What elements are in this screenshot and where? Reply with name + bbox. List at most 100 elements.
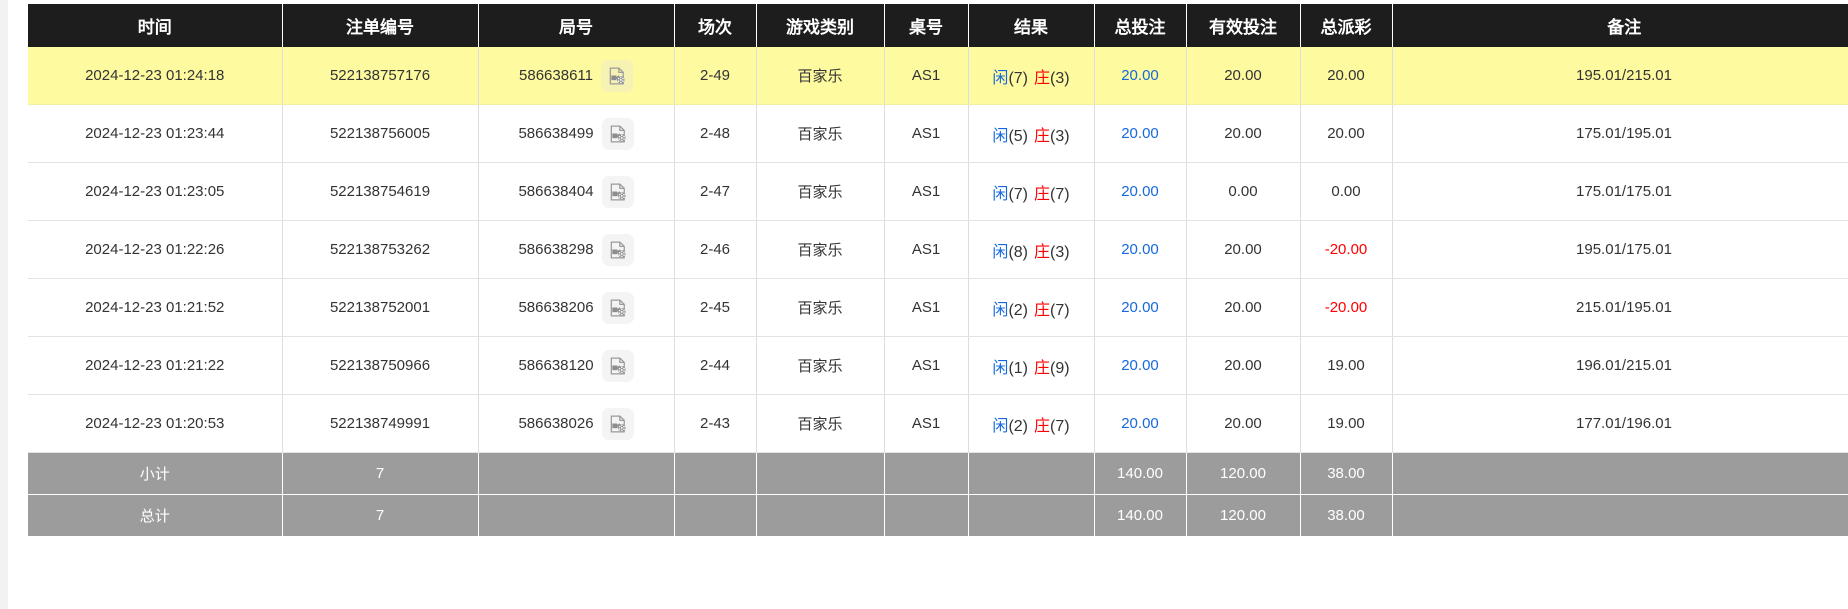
cell-time: 2024-12-23 01:24:18 [28,47,283,105]
cell-game-type: 百家乐 [756,394,885,453]
cell-table-no: AS1 [884,162,969,221]
cell-total-bet[interactable]: 20.00 [1094,162,1187,221]
column-header-time[interactable]: 时间 [28,4,283,47]
cell-session: 2-45 [674,278,757,337]
cell-valid-bet: 0.00 [1186,162,1301,221]
cell-total-payout: 19.00 [1300,394,1393,453]
table-row[interactable]: 2024-12-23 01:22:26 522138753262 586638298… [28,220,1848,279]
column-header-order-no[interactable]: 注单编号 [282,4,479,47]
footer-remark [1392,452,1848,495]
cell-total-bet[interactable]: 20.00 [1094,336,1187,395]
table-row[interactable]: 2024-12-23 01:24:18 522138757176 586638611… [28,47,1848,105]
cell-total-bet[interactable]: 20.00 [1094,47,1187,105]
cell-table-no: AS1 [884,104,969,163]
result-banker-points: (3) [1050,243,1070,261]
column-header-game-type[interactable]: 游戏类别 [756,4,885,47]
result-banker-points: (7) [1050,301,1070,319]
cell-game-type: 百家乐 [756,47,885,105]
cell-time: 2024-12-23 01:23:05 [28,162,283,221]
table-row[interactable]: 2024-12-23 01:23:44 522138756005 586638499… [28,104,1848,163]
round-no-text: 586638120 [518,357,594,374]
round-no-text: 586638026 [518,415,594,432]
column-header-valid-bet[interactable]: 有效投注 [1186,4,1301,47]
column-header-remark[interactable]: 备注 [1392,4,1848,47]
cell-total-bet[interactable]: 20.00 [1094,220,1187,279]
result-banker-points: (3) [1050,69,1070,87]
footer-round-no [478,452,675,495]
result-player-points: (2) [1008,417,1028,435]
result-banker-label: 庄 [1034,417,1051,435]
result-banker-label: 庄 [1034,185,1051,203]
column-header-total-bet[interactable]: 总投注 [1094,4,1187,47]
result-player-label: 闲 [992,69,1009,87]
cell-game-type: 百家乐 [756,336,885,395]
column-header-total-payout[interactable]: 总派彩 [1300,4,1393,47]
table-row[interactable]: 2024-12-23 01:21:52 522138752001 586638206… [28,278,1848,337]
cell-remark: 195.01/175.01 [1392,220,1848,279]
result-player-points: (5) [1008,127,1028,145]
video-replay-icon[interactable] [601,349,634,382]
footer-game-type [756,452,885,495]
cell-game-type: 百家乐 [756,220,885,279]
table-row[interactable]: 2024-12-23 01:21:22 522138750966 586638120… [28,336,1848,395]
footer-total-payout: 38.00 [1300,452,1393,495]
cell-time: 2024-12-23 01:20:53 [28,394,283,453]
result-player-label: 闲 [992,417,1009,435]
footer-total-bet: 140.00 [1094,494,1187,536]
table-row[interactable]: 2024-12-23 01:23:05 522138754619 586638404… [28,162,1848,221]
column-header-table-no[interactable]: 桌号 [884,4,969,47]
cell-session: 2-47 [674,162,757,221]
result-player-points: (2) [1008,301,1028,319]
footer-count: 7 [282,452,479,495]
bet-history-table-wrap: 时间 注单编号 局号 场次 游戏类别 桌号 结果 总投注 有效投注 总派彩 备注… [28,4,1848,536]
round-no-text: 586638611 [519,67,593,84]
video-replay-icon[interactable] [601,407,634,440]
column-header-round-no[interactable]: 局号 [478,4,675,47]
cell-round-no: 586638298 [478,220,675,279]
cell-result: 闲(7) 庄(7) [968,162,1095,221]
video-replay-icon[interactable] [601,117,634,150]
cell-total-payout: 20.00 [1300,104,1393,163]
result-banker-label: 庄 [1034,69,1051,87]
result-player-label: 闲 [992,301,1009,319]
cell-total-bet[interactable]: 20.00 [1094,394,1187,453]
footer-game-type [756,494,885,536]
cell-remark: 196.01/215.01 [1392,336,1848,395]
cell-valid-bet: 20.00 [1186,47,1301,105]
cell-total-bet[interactable]: 20.00 [1094,278,1187,337]
result-player-label: 闲 [992,359,1009,377]
cell-time: 2024-12-23 01:22:26 [28,220,283,279]
cell-game-type: 百家乐 [756,104,885,163]
column-header-result[interactable]: 结果 [968,4,1095,47]
cell-order-no: 522138753262 [282,220,479,279]
video-replay-icon[interactable] [601,175,634,208]
cell-total-payout: 20.00 [1300,47,1393,105]
footer-label: 总计 [28,494,283,536]
cell-time: 2024-12-23 01:23:44 [28,104,283,163]
cell-order-no: 522138754619 [282,162,479,221]
column-header-session[interactable]: 场次 [674,4,757,47]
result-player-label: 闲 [992,243,1009,261]
table-footer: 小计 7 140.00 120.00 38.00 总计 7 140.00 120.00 38.00 [28,452,1848,536]
cell-round-no: 586638120 [478,336,675,395]
cell-table-no: AS1 [884,220,969,279]
footer-total-payout: 38.00 [1300,494,1393,536]
cell-table-no: AS1 [884,336,969,395]
footer-label: 小计 [28,452,283,495]
footer-valid-bet: 120.00 [1186,452,1301,495]
video-replay-icon[interactable] [601,291,634,324]
table-row[interactable]: 2024-12-23 01:20:53 522138749991 586638026… [28,394,1848,453]
video-replay-icon[interactable] [601,233,634,266]
video-replay-icon[interactable] [600,59,633,92]
cell-round-no: 586638499 [478,104,675,163]
cell-order-no: 522138750966 [282,336,479,395]
result-player-points: (7) [1008,69,1028,87]
cell-total-bet[interactable]: 20.00 [1094,104,1187,163]
cell-time: 2024-12-23 01:21:22 [28,336,283,395]
bet-history-table: 时间 注单编号 局号 场次 游戏类别 桌号 结果 总投注 有效投注 总派彩 备注… [28,4,1848,536]
footer-session [674,494,757,536]
cell-session: 2-49 [674,47,757,105]
result-player-points: (7) [1008,185,1028,203]
round-no-text: 586638404 [518,183,594,200]
